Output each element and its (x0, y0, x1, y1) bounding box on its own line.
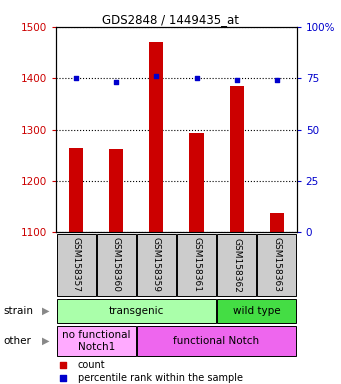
Bar (149, 42, 163, 232)
Bar (190, 133, 204, 232)
Bar (217, 233, 256, 296)
Text: percentile rank within the sample: percentile rank within the sample (78, 373, 243, 383)
Bar (97, 233, 136, 296)
Point (154, 73, 159, 79)
Text: other: other (3, 336, 31, 346)
Bar (229, 86, 243, 232)
Point (234, 77, 239, 83)
Text: wild type: wild type (233, 306, 280, 316)
Text: no functional
Notch1: no functional Notch1 (62, 330, 131, 352)
Bar (57, 233, 95, 296)
Text: transgenic: transgenic (109, 306, 164, 316)
Text: GSM158360: GSM158360 (112, 237, 121, 293)
Bar (109, 149, 123, 232)
Text: GSM158357: GSM158357 (72, 237, 81, 293)
Text: GSM158359: GSM158359 (152, 237, 161, 293)
Text: functional Notch: functional Notch (174, 336, 260, 346)
Bar (257, 233, 296, 296)
Text: GSM158361: GSM158361 (192, 237, 201, 293)
Bar (57, 299, 216, 323)
Point (74, 75, 79, 81)
Bar (217, 299, 296, 323)
Text: GSM158363: GSM158363 (272, 237, 281, 293)
Bar (270, 214, 284, 232)
Bar (137, 326, 296, 356)
Bar (177, 233, 216, 296)
Point (61, 362, 66, 368)
Text: GDS2848 / 1449435_at: GDS2848 / 1449435_at (102, 13, 239, 26)
Text: strain: strain (3, 306, 33, 316)
Text: count: count (78, 360, 105, 370)
Point (194, 75, 199, 81)
Text: GSM158362: GSM158362 (232, 238, 241, 292)
Text: ▶: ▶ (42, 306, 50, 316)
Text: ▶: ▶ (42, 336, 50, 346)
Point (274, 77, 279, 83)
Bar (57, 326, 136, 356)
Point (114, 79, 119, 85)
Point (61, 375, 66, 381)
Bar (69, 147, 83, 232)
Bar (137, 233, 176, 296)
